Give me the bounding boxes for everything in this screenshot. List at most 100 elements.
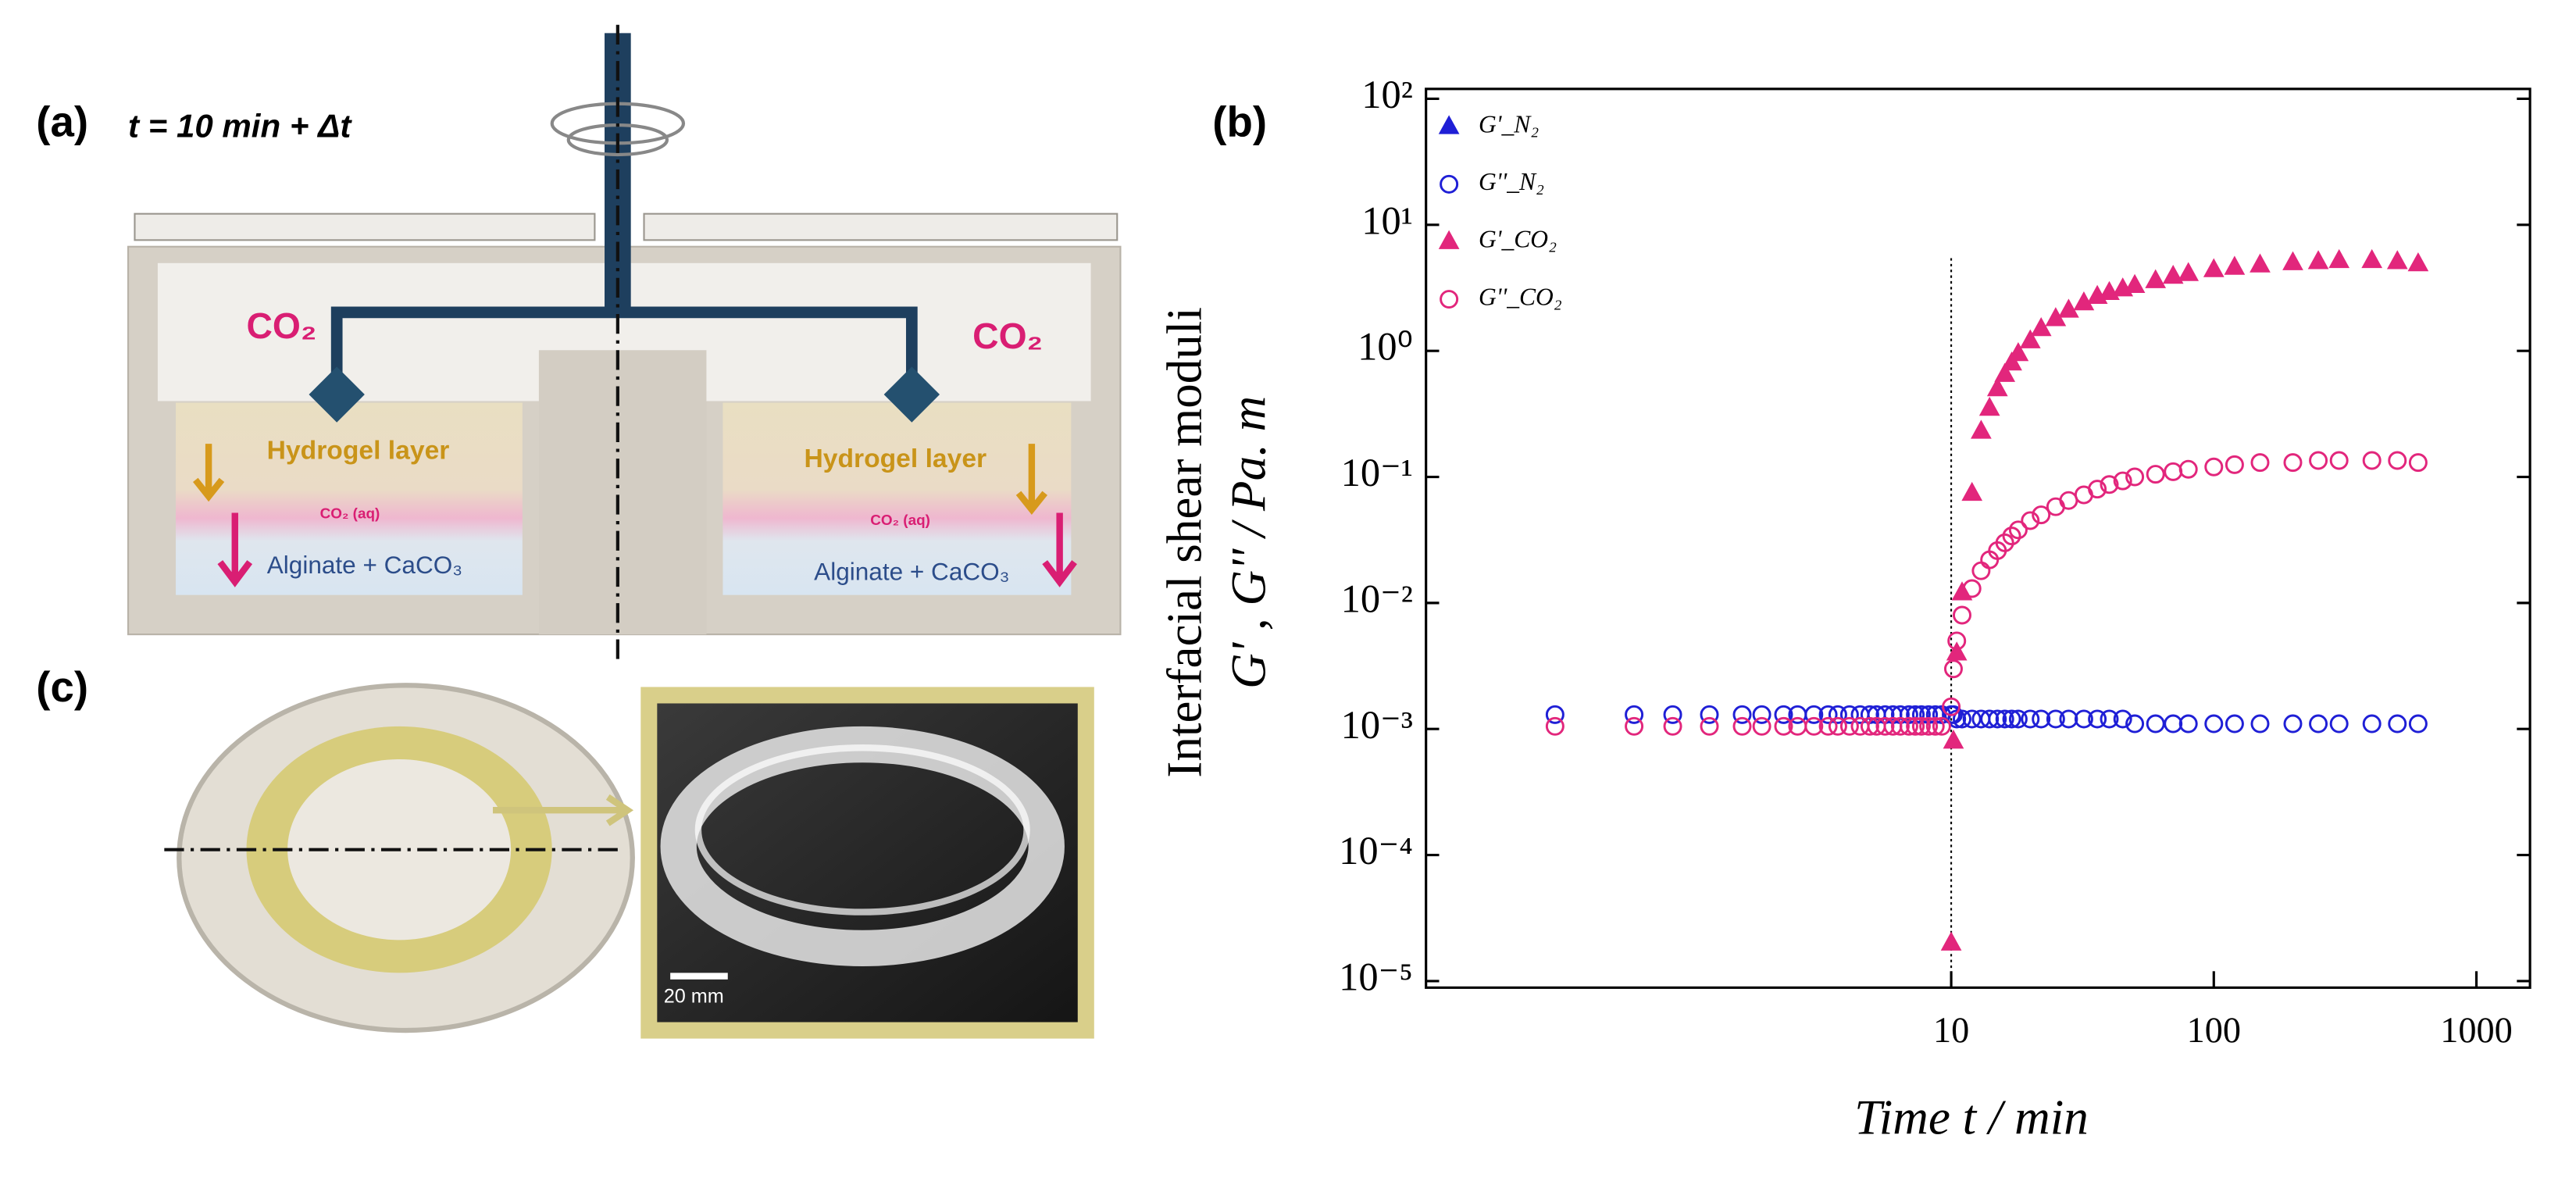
plot-frame — [1425, 87, 2531, 989]
data-point — [1804, 716, 1824, 736]
data-point — [2113, 471, 2132, 491]
data-point — [2030, 316, 2052, 337]
y-axis-label: Interfacial shear moduli — [1157, 307, 1211, 777]
data-point — [1953, 605, 1971, 625]
legend-marker — [1440, 174, 1459, 194]
data-point — [2204, 714, 2224, 733]
data-point — [2113, 709, 2132, 729]
data-point — [2059, 709, 2078, 729]
data-point — [1971, 419, 1992, 439]
data-point — [2203, 258, 2225, 277]
layer-label: Hydrogel layer — [804, 444, 987, 473]
arrow — [1042, 512, 1077, 587]
data-point — [1988, 709, 2007, 729]
lid-left — [134, 212, 596, 241]
x-tick-label: 1000 — [2440, 1011, 2513, 1051]
data-point — [1932, 716, 1951, 736]
data-point — [2307, 250, 2329, 269]
data-point — [2021, 709, 2040, 729]
data-point — [1943, 705, 1963, 724]
data-point — [1971, 561, 1991, 580]
data-point — [2058, 298, 2079, 318]
data-point — [1994, 362, 2016, 382]
data-point — [1774, 716, 1793, 736]
data-point — [1839, 705, 1859, 724]
data-point — [1942, 697, 1961, 716]
data-point — [2407, 252, 2429, 272]
data-point — [2178, 714, 2198, 733]
data-point — [2224, 255, 2246, 275]
data-point — [1962, 709, 1982, 729]
data-point — [1943, 730, 1964, 749]
x-axis-label: Time t / min — [1854, 1090, 2089, 1144]
data-point — [1818, 716, 1838, 736]
solution-label: Alginate + CaCO₃ — [814, 558, 1009, 586]
data-point — [2388, 714, 2407, 733]
data-point — [2408, 453, 2428, 473]
data-point — [2100, 709, 2119, 729]
data-point — [1943, 659, 1963, 679]
arrow — [1015, 444, 1047, 516]
data-point — [1925, 716, 1945, 736]
data-point — [1752, 716, 1771, 736]
data-point — [1752, 705, 1771, 724]
data-point — [2074, 709, 2093, 729]
bicone-right — [883, 366, 940, 423]
data-point — [1625, 705, 1644, 724]
data-point — [2225, 455, 2244, 474]
data-point — [1899, 716, 1918, 736]
panel-c: (c) 20 mm — [36, 662, 1094, 1039]
data-point — [2362, 714, 2382, 733]
data-point — [1850, 716, 1870, 736]
data-point — [1818, 705, 1838, 724]
y-tick-label: 10¹ — [1361, 198, 1413, 242]
data-point — [2002, 526, 2021, 546]
data-point — [2032, 505, 2051, 525]
data-point — [1995, 709, 2014, 729]
y-axis-label: G' , G'' / Pa. m — [1221, 396, 1276, 689]
arrow — [193, 444, 225, 502]
hydrogel-right — [722, 402, 1072, 595]
legend-marker — [1438, 230, 1460, 249]
data-point — [2021, 511, 2040, 530]
data-point — [2408, 714, 2428, 733]
hydrogel-ring-photo — [694, 744, 1030, 916]
data-point — [2164, 714, 2183, 733]
panel-a: (a) t = 10 min + Δt CO₂ CO₂ Hydrogel lay… — [36, 24, 1122, 666]
layer-label: Hydrogel layer — [267, 437, 450, 466]
data-point — [2225, 714, 2244, 733]
data-point — [2386, 250, 2408, 269]
data-point — [1663, 716, 1682, 736]
data-point — [2204, 457, 2224, 476]
data-point — [1828, 705, 1847, 724]
data-point — [1995, 533, 2014, 552]
data-point — [1774, 705, 1793, 724]
data-point — [2146, 465, 2165, 484]
data-point — [1986, 377, 2008, 397]
data-point — [1732, 716, 1752, 736]
data-point — [1980, 709, 2000, 729]
data-point — [2146, 714, 2165, 733]
data-point — [2007, 341, 2029, 362]
data-point — [2283, 714, 2303, 733]
y-tick-label: 10⁰ — [1358, 325, 1413, 369]
arrow — [492, 794, 634, 826]
data-point — [1860, 716, 1879, 736]
data-point — [2125, 714, 2145, 733]
data-point — [2001, 351, 2022, 371]
center-pillar — [538, 350, 707, 635]
data-point — [2124, 273, 2146, 293]
legend-label: G'_N₂ — [1479, 110, 1539, 137]
data-point — [1961, 481, 1983, 501]
data-point — [2164, 462, 2183, 481]
legend-marker — [1438, 115, 1460, 134]
y-tick-label: 10⁻² — [1341, 576, 1413, 620]
data-point — [1839, 716, 1859, 736]
data-point — [2059, 491, 2078, 510]
data-point — [2309, 451, 2328, 470]
data-point — [2362, 451, 2382, 470]
data-point — [2329, 714, 2349, 733]
data-point — [1947, 709, 1967, 729]
data-point — [2002, 709, 2021, 729]
data-point — [2032, 709, 2051, 729]
